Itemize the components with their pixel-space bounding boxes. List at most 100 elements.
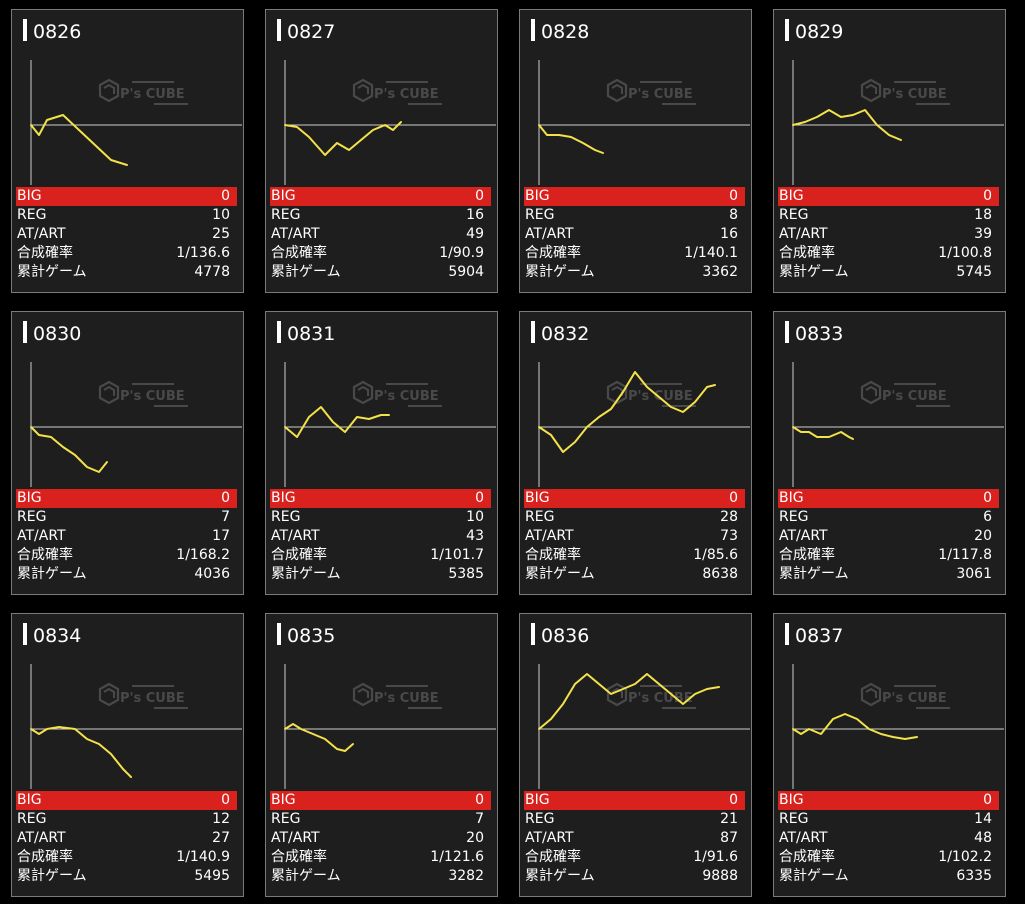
watermark-tagline-top xyxy=(894,383,936,385)
watermark-text: P's CUBE xyxy=(882,389,947,404)
cube-logo-icon xyxy=(352,682,374,707)
probability-row: 合成確率 1/91.6 xyxy=(524,848,745,867)
stats-table: BIG 0 REG 14 AT/ART 48 合成確率 1/102.2 累計ゲーム 6335 xyxy=(778,791,999,886)
stat-value: 3061 xyxy=(956,566,992,582)
stat-value: 1/102.2 xyxy=(938,849,992,865)
cube-logo-icon-face xyxy=(357,687,369,698)
at-art-row: AT/ART 39 xyxy=(778,225,999,244)
at-art-row: AT/ART 27 xyxy=(16,829,237,848)
watermark-tagline-bottom xyxy=(662,707,696,709)
stat-value: 0 xyxy=(221,792,230,808)
stats-table: BIG 0 REG 12 AT/ART 27 合成確率 1/140.9 累計ゲーム 5495 xyxy=(16,791,237,886)
stat-label: 合成確率 xyxy=(779,849,835,865)
machine-card-0833[interactable]: 0833 P's CUBE BIG 0 REG 6 AT/ART 20 合成確率 1/117.8 累… xyxy=(773,311,1006,595)
big-row: BIG 0 xyxy=(524,187,745,206)
machine-card-0831[interactable]: 0831 P's CUBE BIG 0 REG 10 AT/ART 43 合成確率 1/101.7… xyxy=(265,311,498,595)
stat-label: 累計ゲーム xyxy=(271,264,341,280)
machine-card-0836[interactable]: 0836 P's CUBE BIG 0 REG 21 AT/ART 87 合成確率 1/91.6 累… xyxy=(519,613,752,897)
stat-label: 累計ゲーム xyxy=(17,264,87,280)
stat-value: 3282 xyxy=(448,868,484,884)
stat-label: BIG xyxy=(525,490,550,506)
cube-logo-icon xyxy=(352,78,374,103)
stat-label: 累計ゲーム xyxy=(525,868,595,884)
title-bar-mark xyxy=(277,19,281,41)
reg-row: REG 21 xyxy=(524,810,745,829)
cube-logo-icon-face xyxy=(103,385,115,396)
stat-label: BIG xyxy=(271,188,296,204)
machine-card-0827[interactable]: 0827 P's CUBE BIG 0 REG 16 AT/ART 49 合成確率 1/90.9 累… xyxy=(265,9,498,293)
cube-logo-icon xyxy=(606,380,628,405)
payout-graph: P's CUBE xyxy=(792,362,1004,487)
payout-line xyxy=(284,121,402,156)
stat-value: 43 xyxy=(466,528,484,544)
stat-value: 27 xyxy=(212,830,230,846)
payout-graph: P's CUBE xyxy=(284,60,496,185)
watermark-tagline-top xyxy=(132,685,174,687)
ps-cube-watermark: P's CUBE xyxy=(860,682,950,709)
machine-card-0826[interactable]: 0826 P's CUBE BIG 0 REG 10 AT/ART 25 合成確率 1/136.6… xyxy=(11,9,244,293)
watermark-tagline-bottom xyxy=(662,103,696,105)
stat-label: AT/ART xyxy=(779,528,828,544)
stat-label: 累計ゲーム xyxy=(779,868,849,884)
machine-card-0834[interactable]: 0834 P's CUBE BIG 0 REG 12 AT/ART 27 合成確率 1/140.9… xyxy=(11,613,244,897)
big-row: BIG 0 xyxy=(270,791,491,810)
stat-value: 12 xyxy=(212,811,230,827)
stat-label: AT/ART xyxy=(17,528,66,544)
payout-line xyxy=(792,713,918,740)
stat-value: 1/168.2 xyxy=(176,547,230,563)
stats-table: BIG 0 REG 8 AT/ART 16 合成確率 1/140.1 累計ゲーム 3362 xyxy=(524,187,745,282)
stat-label: REG xyxy=(271,811,301,827)
watermark-tagline-top xyxy=(894,81,936,83)
machine-card-0829[interactable]: 0829 P's CUBE BIG 0 REG 18 AT/ART 39 合成確率 1/100.8… xyxy=(773,9,1006,293)
watermark-tagline-top xyxy=(132,81,174,83)
watermark-tagline-bottom xyxy=(154,707,188,709)
stat-value: 9888 xyxy=(702,868,738,884)
machine-number: 0827 xyxy=(287,21,336,43)
machine-number: 0831 xyxy=(287,323,336,345)
watermark-tagline-top xyxy=(132,383,174,385)
stat-value: 5495 xyxy=(194,868,230,884)
stat-value: 18 xyxy=(974,207,992,223)
stat-value: 0 xyxy=(475,490,484,506)
probability-row: 合成確率 1/100.8 xyxy=(778,244,999,263)
cube-logo-icon-face xyxy=(357,385,369,396)
total-games-row: 累計ゲーム 9888 xyxy=(524,867,745,886)
big-row: BIG 0 xyxy=(524,489,745,508)
stat-value: 3362 xyxy=(702,264,738,280)
watermark-text: P's CUBE xyxy=(628,389,693,404)
title-bar-mark xyxy=(277,623,281,645)
payout-graph: P's CUBE xyxy=(538,362,750,487)
stat-value: 6 xyxy=(983,509,992,525)
machine-card-0835[interactable]: 0835 P's CUBE BIG 0 REG 7 AT/ART 20 合成確率 1/121.6 累… xyxy=(265,613,498,897)
stat-value: 1/91.6 xyxy=(693,849,738,865)
stat-label: BIG xyxy=(779,188,804,204)
watermark-tagline-top xyxy=(386,685,428,687)
payout-graph: P's CUBE xyxy=(30,664,242,789)
cube-logo-icon xyxy=(606,682,628,707)
payout-graph: P's CUBE xyxy=(284,362,496,487)
stat-value: 0 xyxy=(475,792,484,808)
stats-table: BIG 0 REG 28 AT/ART 73 合成確率 1/85.6 累計ゲーム 8638 xyxy=(524,489,745,584)
cube-logo-icon xyxy=(98,682,120,707)
stat-value: 0 xyxy=(221,188,230,204)
payout-line xyxy=(792,109,902,141)
payout-graph: P's CUBE xyxy=(30,60,242,185)
stat-label: AT/ART xyxy=(525,830,574,846)
machine-card-0837[interactable]: 0837 P's CUBE BIG 0 REG 14 AT/ART 48 合成確率 1/102.2… xyxy=(773,613,1006,897)
watermark-tagline-top xyxy=(386,81,428,83)
stat-value: 87 xyxy=(720,830,738,846)
payout-graph: P's CUBE xyxy=(792,664,1004,789)
stat-label: BIG xyxy=(17,792,42,808)
cube-logo-icon-face xyxy=(611,83,623,94)
stat-label: 合成確率 xyxy=(525,849,581,865)
machine-card-0832[interactable]: 0832 P's CUBE BIG 0 REG 28 AT/ART 73 合成確率 1/85.6 累… xyxy=(519,311,752,595)
machine-card-0830[interactable]: 0830 P's CUBE BIG 0 REG 7 AT/ART 17 合成確率 1/168.2 累… xyxy=(11,311,244,595)
total-games-row: 累計ゲーム 3061 xyxy=(778,565,999,584)
stat-value: 0 xyxy=(729,792,738,808)
reg-row: REG 7 xyxy=(270,810,491,829)
cube-logo-icon xyxy=(98,78,120,103)
stat-label: BIG xyxy=(525,188,550,204)
machine-card-0828[interactable]: 0828 P's CUBE BIG 0 REG 8 AT/ART 16 合成確率 1/140.1 累… xyxy=(519,9,752,293)
stat-label: 合成確率 xyxy=(17,547,73,563)
at-art-row: AT/ART 20 xyxy=(270,829,491,848)
